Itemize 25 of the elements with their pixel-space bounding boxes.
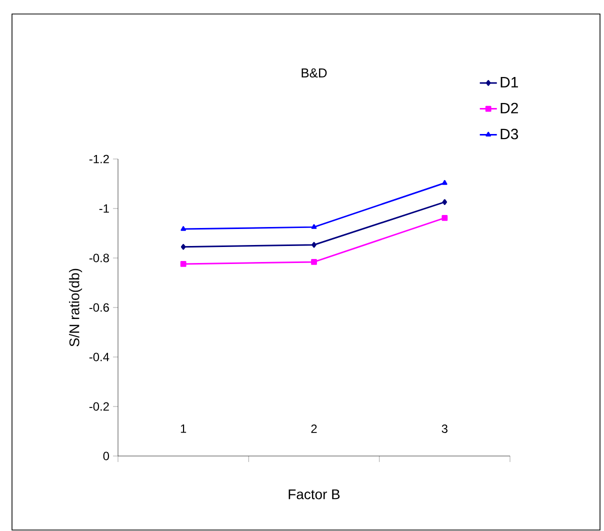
point: [442, 180, 448, 185]
legend-label: D2: [500, 102, 518, 114]
y-tick-label: -1: [99, 204, 109, 213]
point: [180, 244, 186, 250]
y-tick-label: -0.4: [89, 352, 110, 362]
point: [311, 259, 317, 265]
y-tick-label: -1.2: [89, 154, 109, 164]
y-tick-label: -0.8: [89, 254, 109, 262]
legend-label: D1: [500, 77, 518, 88]
chart-title: B&D: [302, 68, 327, 78]
x-tick-label: 3: [442, 424, 448, 433]
point: [311, 224, 317, 229]
y-tick-label: -0.6: [89, 303, 109, 312]
x-tick-label: 1: [180, 424, 186, 433]
y-axis-title: S/N ratio(db): [69, 268, 82, 346]
x-axis-title: Factor B: [288, 490, 340, 500]
legend-label: D3: [500, 128, 518, 140]
point: [442, 214, 448, 221]
point: [180, 260, 186, 267]
y-tick-label: -0.2: [89, 402, 109, 411]
x-tick-label: 2: [311, 424, 317, 433]
point: [312, 242, 316, 248]
y-tick-label: 0: [103, 452, 110, 460]
point: [442, 199, 448, 206]
point: [180, 226, 186, 231]
